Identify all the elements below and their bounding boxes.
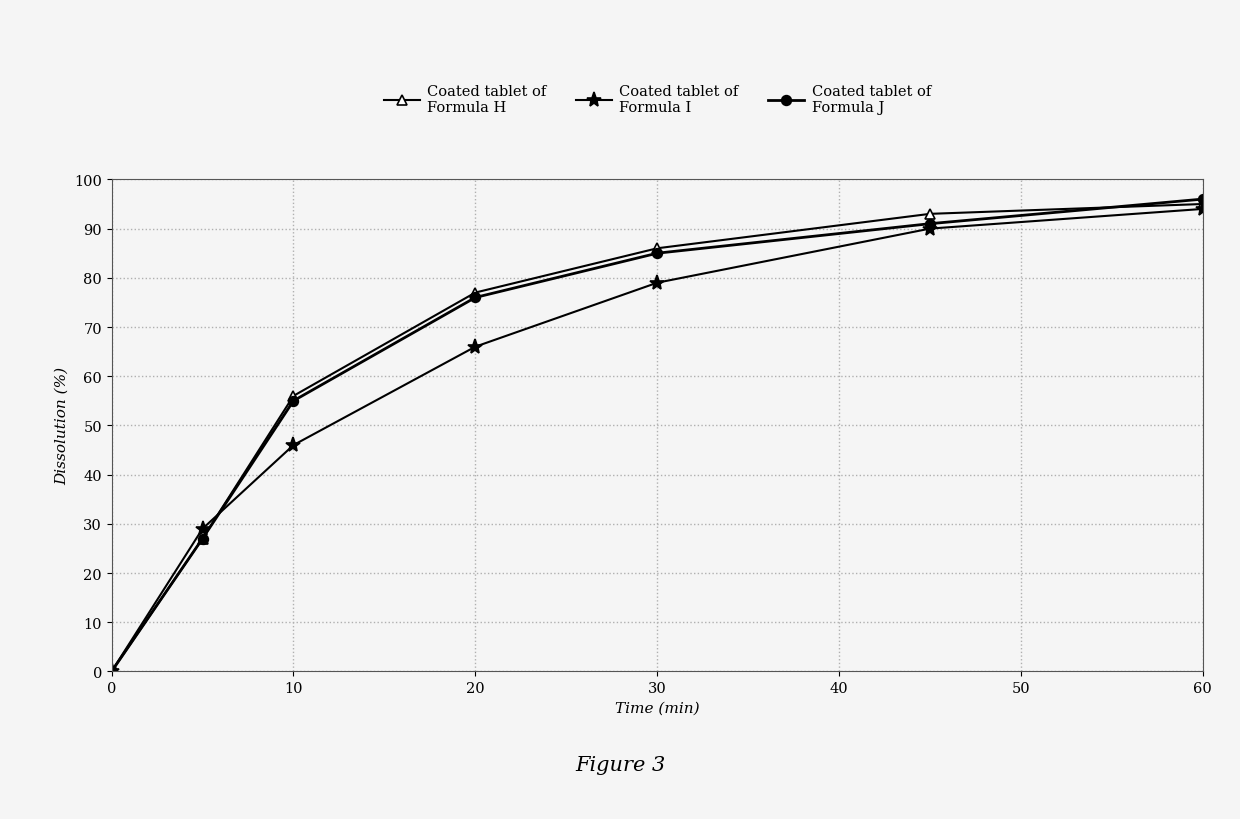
Coated tablet of
Formula J — [650, 249, 665, 259]
Coated tablet of
Formula J — [104, 667, 119, 676]
Line: Coated tablet of
Formula J: Coated tablet of Formula J — [107, 195, 1208, 676]
Coated tablet of
Formula H — [467, 288, 482, 298]
Coated tablet of
Formula J — [467, 293, 482, 303]
Legend: Coated tablet of
Formula H, Coated tablet of
Formula I, Coated tablet of
Formula: Coated tablet of Formula H, Coated table… — [378, 79, 936, 121]
Coated tablet of
Formula H — [104, 667, 119, 676]
Coated tablet of
Formula H — [923, 210, 937, 219]
Coated tablet of
Formula I — [650, 278, 665, 288]
Coated tablet of
Formula J — [286, 396, 301, 406]
Text: Figure 3: Figure 3 — [575, 755, 665, 774]
Y-axis label: Dissolution (%): Dissolution (%) — [55, 367, 68, 485]
Coated tablet of
Formula I — [1195, 205, 1210, 215]
Line: Coated tablet of
Formula H: Coated tablet of Formula H — [107, 200, 1208, 676]
Coated tablet of
Formula H — [1195, 200, 1210, 210]
Coated tablet of
Formula H — [650, 244, 665, 254]
Coated tablet of
Formula I — [923, 224, 937, 234]
Coated tablet of
Formula I — [195, 524, 210, 534]
Coated tablet of
Formula J — [1195, 195, 1210, 205]
Line: Coated tablet of
Formula I: Coated tablet of Formula I — [104, 202, 1210, 679]
Coated tablet of
Formula I — [467, 342, 482, 352]
Coated tablet of
Formula H — [195, 534, 210, 544]
Coated tablet of
Formula I — [286, 441, 301, 450]
X-axis label: Time (min): Time (min) — [615, 701, 699, 715]
Coated tablet of
Formula J — [923, 219, 937, 229]
Coated tablet of
Formula J — [195, 534, 210, 544]
Coated tablet of
Formula I — [104, 667, 119, 676]
Coated tablet of
Formula H — [286, 391, 301, 401]
